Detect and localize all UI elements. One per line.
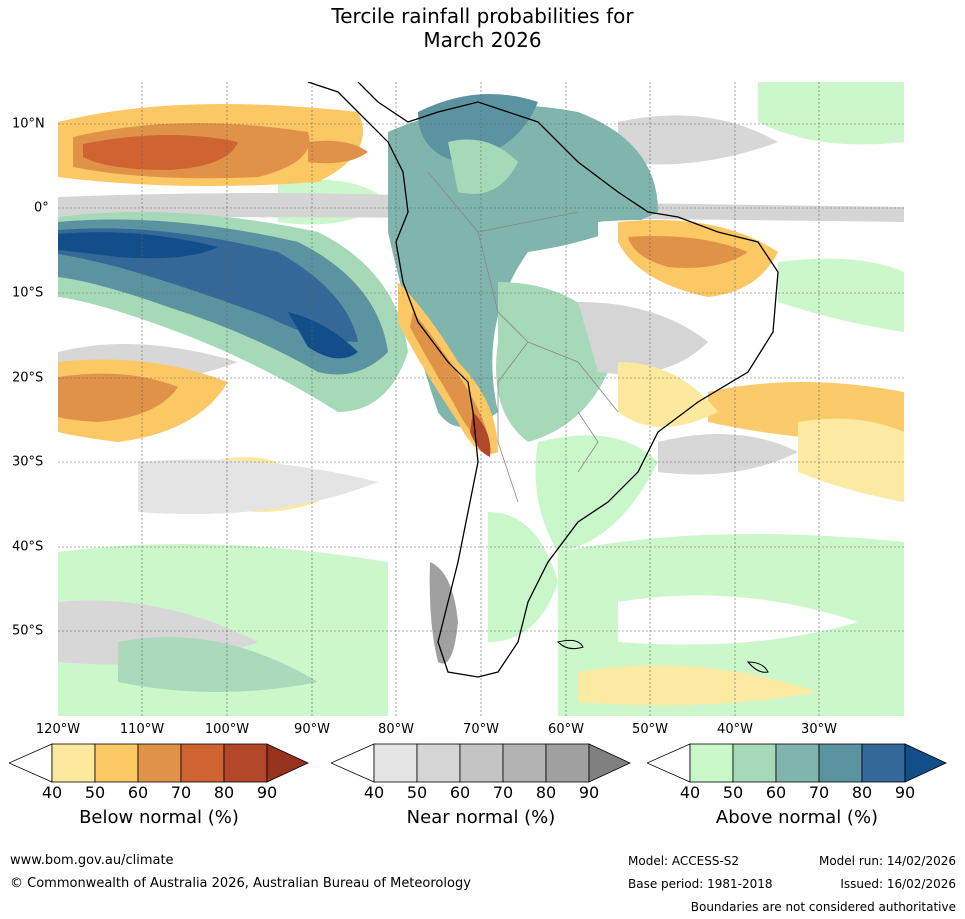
model-run-text: Model run: 14/02/2026 [818,854,956,868]
colorbar-tick: 90 [256,783,278,802]
colorbar-above-normal [647,743,947,783]
colorbar-bin [94,743,139,783]
below-normal-region-north [58,104,368,186]
lat-label: 10°S [12,285,44,301]
colorbar-extend-low [331,743,375,783]
colorbar-bin [861,743,906,783]
copyright-text: © Commonwealth of Australia 2026, Austra… [10,876,471,891]
colorbar-extend-low [647,743,691,783]
colorbar-title-above: Above normal (%) [715,807,879,828]
colorbar-bin [416,743,461,783]
rainfall-probability-map [58,82,904,716]
above-normal-pacific-tongue [58,212,408,412]
lon-label: 100°W [204,722,250,737]
colorbar-tick: 80 [535,783,557,802]
south-georgia [746,661,769,673]
website-text: www.bom.gov.au/climate [10,853,174,868]
colorbar-bin [732,743,777,783]
country-borders [427,171,619,503]
issued-text: Issued: 16/02/2026 [840,877,956,891]
colorbar-bin [51,743,96,783]
near-normal-south-pacific [138,459,378,514]
lat-label: 10°N [12,116,45,132]
colorbar-extend-high [904,743,947,783]
lon-label: 110°W [119,722,165,737]
colorbar-near-normal [331,743,631,783]
lon-label: 60°W [548,722,584,737]
colorbar-tick: 50 [406,783,428,802]
lat-label: 0° [34,200,49,216]
lon-label: 40°W [717,722,753,737]
colorbar-bin [775,743,820,783]
colorbar-tick: 50 [722,783,744,802]
title-line-2: March 2026 [423,28,542,52]
colorbar-tick: 70 [170,783,192,802]
lon-label: 70°W [463,722,499,737]
colorbar-tick: 40 [679,783,701,802]
colorbar-tick: 60 [765,783,787,802]
colorbar-tick: 90 [578,783,600,802]
colorbar-tick: 40 [41,783,63,802]
colorbar-extend-high [266,743,309,783]
map-title: Tercile rainfall probabilities for March… [0,4,965,52]
colorbar-extend-low [9,743,53,783]
map-canvas [58,82,904,716]
colorbar-bin [502,743,547,783]
colorbar-tick: 50 [84,783,106,802]
near-normal-patagonia [429,562,458,664]
model-text: Model: ACCESS-S2 [628,854,740,868]
colorbar-tick: 90 [894,783,916,802]
falkland-islands [557,639,584,650]
graticule [58,82,904,716]
land-fills [388,94,778,664]
colorbar-tick: 60 [449,783,471,802]
lat-label: 30°S [12,454,44,470]
colorbar-tick: 80 [213,783,235,802]
colorbar-below-normal [9,743,309,783]
lon-label: 120°W [35,722,81,737]
lat-label: 20°S [12,370,44,386]
colorbar-tick: 60 [127,783,149,802]
colorbar-bin [459,743,504,783]
colorbar-bin [223,743,268,783]
base-period-text: Base period: 1981-2018 [628,877,773,891]
lon-label: 90°W [294,722,330,737]
colorbar-title-below: Below normal (%) [79,807,239,828]
lat-label: 40°S [12,539,44,555]
colorbar-tick: 70 [492,783,514,802]
colorbar-bin [180,743,225,783]
lat-label: 50°S [12,623,44,639]
disclaimer-text: Boundaries are not considered authoritat… [690,900,956,914]
background-pattern [58,82,904,716]
colorbar-tick: 40 [363,783,385,802]
colorbar-bin [689,743,734,783]
colorbar-extend-high [588,743,631,783]
title-line-1: Tercile rainfall probabilities for [331,4,634,28]
lon-label: 80°W [378,722,414,737]
colorbar-title-near: Near normal (%) [406,807,556,828]
lon-label: 50°W [632,722,668,737]
colorbar-tick: 70 [808,783,830,802]
colorbar-bin [818,743,863,783]
colorbar-bin [545,743,590,783]
lon-label: 30°W [801,722,837,737]
south-america-coastline [307,82,779,678]
colorbar-bin [373,743,418,783]
colorbar-bin [137,743,182,783]
colorbar-tick: 80 [851,783,873,802]
